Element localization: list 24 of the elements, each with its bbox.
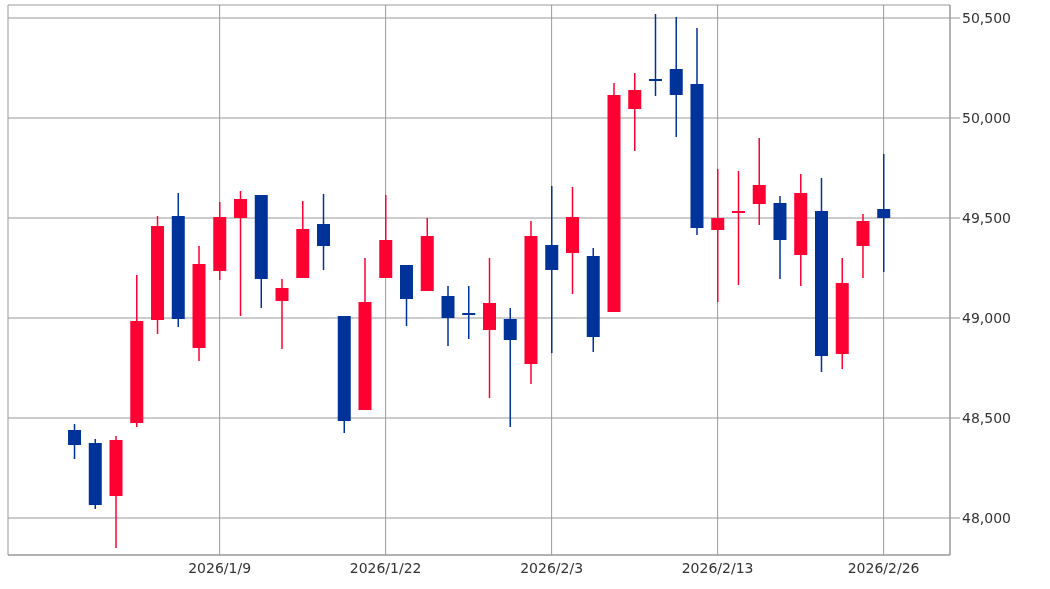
- x-tick-label: 2026/2/26: [847, 559, 920, 576]
- y-tick-label: 48,000: [962, 509, 1011, 526]
- candlestick: [711, 168, 725, 303]
- candlestick: [68, 423, 82, 460]
- candlestick: [462, 285, 476, 340]
- x-tick-label: 2026/2/13: [681, 559, 754, 576]
- y-tick-label: 50,000: [962, 109, 1011, 126]
- x-tick-label: 2026/2/3: [520, 559, 584, 576]
- x-tick-label: 2026/1/22: [349, 559, 422, 576]
- x-tick-label: 2026/1/9: [188, 559, 252, 576]
- candlestick: [731, 170, 745, 286]
- candlestick: [503, 307, 517, 428]
- candlestick: [752, 137, 766, 226]
- candlestick: [877, 153, 891, 273]
- candlestick: [441, 285, 455, 347]
- candlestick: [628, 72, 642, 152]
- candlestick: [317, 193, 331, 271]
- candlestick: [648, 13, 662, 97]
- y-tick-label: 48,500: [962, 409, 1011, 426]
- candlestick: [275, 278, 289, 350]
- y-tick-label: 49,500: [962, 209, 1011, 226]
- y-tick-label: 49,000: [962, 309, 1011, 326]
- y-tick-label: 50,500: [962, 9, 1011, 26]
- candlestick: [234, 190, 248, 317]
